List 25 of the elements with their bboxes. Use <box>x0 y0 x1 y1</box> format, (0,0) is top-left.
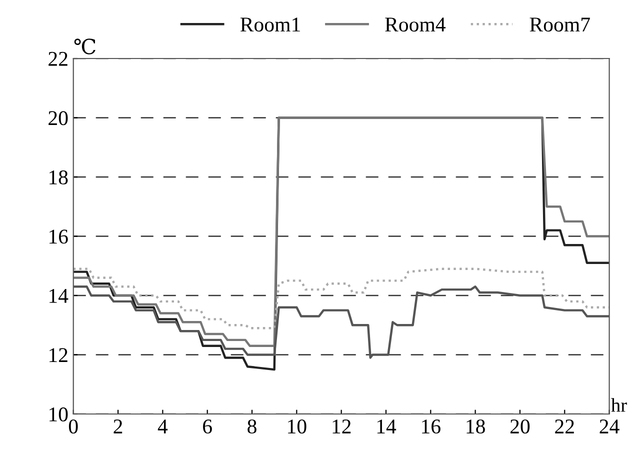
y-tick-label: 10 <box>50 407 68 422</box>
x-tick-label: 2 <box>114 420 122 434</box>
y-tick-label: 22 <box>48 52 68 66</box>
y-tick-label: 16 <box>50 230 68 244</box>
x-tick-label: 4 <box>158 420 168 434</box>
x-tick-label: 16 <box>422 420 440 434</box>
y-tick-label: 14 <box>50 288 68 303</box>
x-tick-label: 8 <box>248 419 256 434</box>
x-tick-label: 0 <box>68 419 78 434</box>
legend-label: Room7 <box>530 18 590 32</box>
x-tick-label: 12 <box>332 420 351 434</box>
y-axis-title: ℃ <box>74 38 96 54</box>
legend-label: Room1 <box>240 18 300 32</box>
x-tick-label: 20 <box>510 419 530 434</box>
x-tick-label: 10 <box>288 419 306 434</box>
y-tick-label: 18 <box>50 170 68 184</box>
x-tick-label: 14 <box>377 420 396 434</box>
x-tick-label: 24 <box>600 420 620 434</box>
x-tick-label: 22 <box>555 420 574 434</box>
y-tick-label: 20 <box>48 111 68 126</box>
x-axis-title: hr <box>611 398 627 412</box>
x-tick-label: 6 <box>203 420 212 434</box>
legend-label: Room4 <box>385 18 446 32</box>
x-tick-label: 18 <box>466 419 485 434</box>
y-tick-label: 12 <box>50 348 68 362</box>
